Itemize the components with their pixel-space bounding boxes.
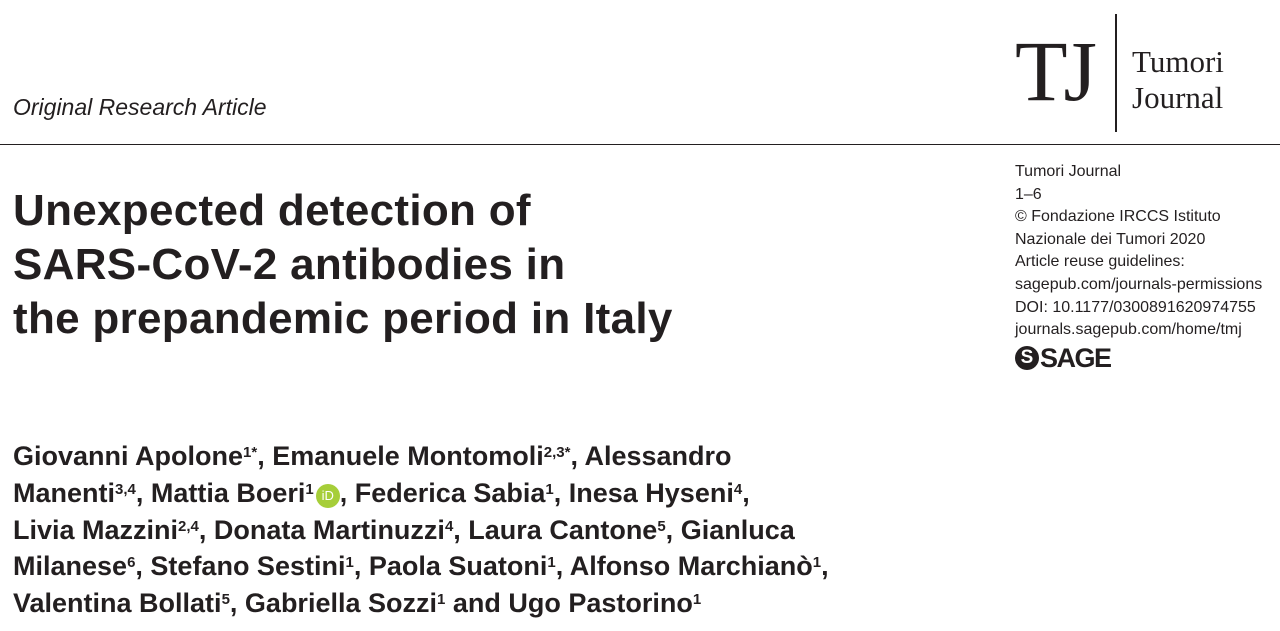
author: Gabriella Sozzi1 bbox=[244, 588, 446, 619]
author-line: Milanese6, Stefano Sestini1, Paola Suato… bbox=[13, 551, 829, 582]
header-rule bbox=[0, 144, 1280, 145]
author: Mattia Boeri1 bbox=[150, 477, 314, 508]
author: Gianluca bbox=[680, 514, 795, 545]
author: Alfonso Marchianò1 bbox=[569, 551, 822, 582]
journal-logo-name: Tumori Journal bbox=[1132, 44, 1224, 116]
title-line: SARS-CoV-2 antibodies in bbox=[13, 240, 566, 289]
author: Donata Martinuzzi4 bbox=[213, 514, 454, 545]
journal-logo-mark: TJ bbox=[1015, 23, 1097, 119]
article-type: Original Research Article bbox=[13, 94, 267, 120]
author: Giovanni Apolone1* bbox=[13, 441, 258, 471]
title-line: Unexpected detection of bbox=[13, 186, 531, 235]
journal-home-link[interactable]: journals.sagepub.com/home/tmj bbox=[1015, 321, 1242, 339]
author-line: Manenti3,4, Mattia Boeri1 iD, Federica Sa… bbox=[13, 477, 750, 508]
sage-text: SAGE bbox=[1040, 342, 1112, 373]
title-line: the prepandemic period in Italy bbox=[13, 294, 673, 343]
author: Paola Suatoni1 bbox=[368, 551, 556, 582]
journal-info: Tumori Journal 1–6 © Fondazione IRCCS Is… bbox=[1015, 161, 1262, 372]
author: Alessandro bbox=[584, 441, 732, 471]
author-list: Giovanni Apolone1*, Emanuele Montomoli2,… bbox=[13, 438, 829, 622]
reuse-link[interactable]: sagepub.com/journals-permissions bbox=[1015, 275, 1263, 293]
logo-name-line2: Journal bbox=[1132, 80, 1224, 115]
author-line: Livia Mazzini2,4, Donata Martinuzzi4, La… bbox=[13, 514, 795, 545]
page-range: 1–6 bbox=[1015, 185, 1042, 203]
author: Emanuele Montomoli2,3* bbox=[272, 441, 571, 471]
copyright: © Fondazione IRCCS Istituto bbox=[1015, 208, 1221, 226]
doi[interactable]: DOI: 10.1177/0300891620974755 bbox=[1015, 298, 1256, 316]
author: Laura Cantone5 bbox=[468, 514, 666, 545]
copyright-cont: Nazionale dei Tumori 2020 bbox=[1015, 230, 1206, 248]
author-line: Giovanni Apolone1*, Emanuele Montomoli2,… bbox=[13, 441, 732, 471]
article-title: Unexpected detection of SARS-CoV-2 antib… bbox=[13, 184, 673, 346]
author: Valentina Bollati5 bbox=[13, 588, 230, 619]
logo-name-line1: Tumori bbox=[1132, 44, 1224, 79]
author-cont: Milanese6 bbox=[13, 551, 136, 582]
author-line: Valentina Bollati5, Gabriella Sozzi1 and… bbox=[13, 588, 702, 619]
journal-name: Tumori Journal bbox=[1015, 163, 1122, 180]
author: Ugo Pastorino1 bbox=[508, 588, 702, 619]
logo-divider bbox=[1115, 14, 1117, 132]
reuse-label: Article reuse guidelines: bbox=[1015, 253, 1185, 271]
orcid-icon[interactable]: iD bbox=[315, 483, 340, 508]
sage-logo: S SAGE bbox=[1015, 344, 1262, 372]
author-cont: Manenti3,4 bbox=[13, 477, 136, 508]
author: Inesa Hyseni4 bbox=[568, 477, 743, 508]
author: Federica Sabia1 bbox=[354, 477, 554, 508]
author: Stefano Sestini1 bbox=[150, 551, 354, 582]
author: Livia Mazzini2,4 bbox=[13, 514, 199, 545]
sage-s-icon: S bbox=[1015, 345, 1039, 370]
